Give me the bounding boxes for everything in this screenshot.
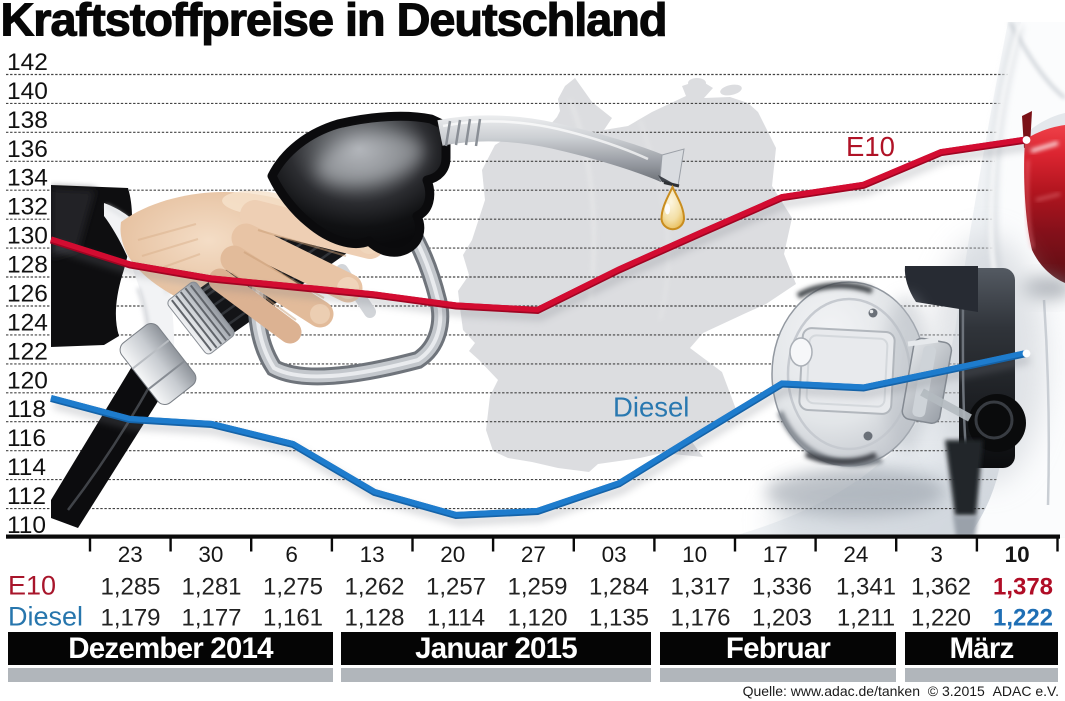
svg-text:126: 126 [7, 281, 48, 308]
svg-text:138: 138 [7, 107, 48, 134]
svg-text:Diesel: Diesel [613, 392, 689, 423]
svg-text:1,284: 1,284 [589, 574, 649, 601]
svg-text:1,259: 1,259 [507, 574, 567, 601]
svg-text:30: 30 [198, 542, 223, 567]
svg-text:1,341: 1,341 [836, 574, 896, 601]
svg-text:120: 120 [7, 367, 48, 394]
svg-text:März: März [949, 632, 1013, 665]
svg-text:118: 118 [7, 396, 46, 423]
svg-text:1,128: 1,128 [344, 605, 404, 632]
svg-text:1,203: 1,203 [752, 605, 812, 632]
svg-text:1,179: 1,179 [100, 605, 160, 632]
svg-text:1,161: 1,161 [263, 605, 323, 632]
svg-text:124: 124 [7, 309, 48, 336]
svg-text:03: 03 [602, 542, 627, 567]
svg-text:116: 116 [7, 425, 46, 452]
svg-text:10: 10 [682, 542, 707, 567]
svg-text:1,114: 1,114 [427, 605, 485, 632]
svg-text:Dezember 2014: Dezember 2014 [68, 632, 274, 665]
svg-text:112: 112 [7, 483, 46, 510]
svg-text:1,135: 1,135 [589, 605, 649, 632]
svg-text:23: 23 [118, 542, 143, 567]
svg-text:1,120: 1,120 [507, 605, 567, 632]
svg-text:1,211: 1,211 [837, 605, 895, 632]
svg-text:132: 132 [7, 194, 48, 221]
svg-text:1,317: 1,317 [670, 574, 730, 601]
svg-text:114: 114 [7, 454, 46, 481]
svg-text:3: 3 [930, 542, 943, 567]
svg-text:24: 24 [843, 542, 868, 567]
svg-text:E10: E10 [846, 131, 895, 162]
svg-text:Februar: Februar [726, 632, 832, 665]
svg-text:1,362: 1,362 [911, 574, 971, 601]
svg-text:Kraftstoffpreise in Deutschlan: Kraftstoffpreise in Deutschland [1, 0, 667, 46]
svg-text:122: 122 [7, 338, 48, 365]
svg-text:1,177: 1,177 [181, 605, 241, 632]
svg-text:13: 13 [360, 542, 385, 567]
svg-text:10: 10 [1005, 542, 1030, 567]
svg-text:1,281: 1,281 [181, 574, 241, 601]
svg-text:6: 6 [285, 542, 298, 567]
svg-text:Diesel: Diesel [8, 602, 83, 632]
svg-text:1,222: 1,222 [993, 605, 1053, 632]
svg-text:E10: E10 [8, 571, 56, 601]
svg-text:Januar 2015: Januar 2015 [415, 632, 577, 665]
svg-text:1,285: 1,285 [100, 574, 160, 601]
svg-text:1,220: 1,220 [911, 605, 971, 632]
svg-text:27: 27 [521, 542, 546, 567]
svg-text:134: 134 [7, 165, 48, 192]
svg-text:1,336: 1,336 [752, 574, 812, 601]
svg-text:1,176: 1,176 [670, 605, 730, 632]
svg-text:130: 130 [7, 223, 48, 250]
svg-text:136: 136 [7, 136, 48, 163]
svg-text:128: 128 [7, 252, 48, 279]
svg-text:1,378: 1,378 [993, 574, 1053, 601]
svg-text:Quelle: www.adac.de/tanken ©: Quelle: www.adac.de/tanken © 3.2015 ADAC… [743, 683, 1059, 699]
svg-text:140: 140 [7, 78, 48, 105]
svg-text:1,262: 1,262 [344, 574, 404, 601]
svg-text:17: 17 [763, 542, 788, 567]
svg-text:1,275: 1,275 [263, 574, 323, 601]
svg-text:142: 142 [7, 49, 48, 76]
svg-text:20: 20 [440, 542, 465, 567]
svg-text:1,257: 1,257 [426, 574, 486, 601]
